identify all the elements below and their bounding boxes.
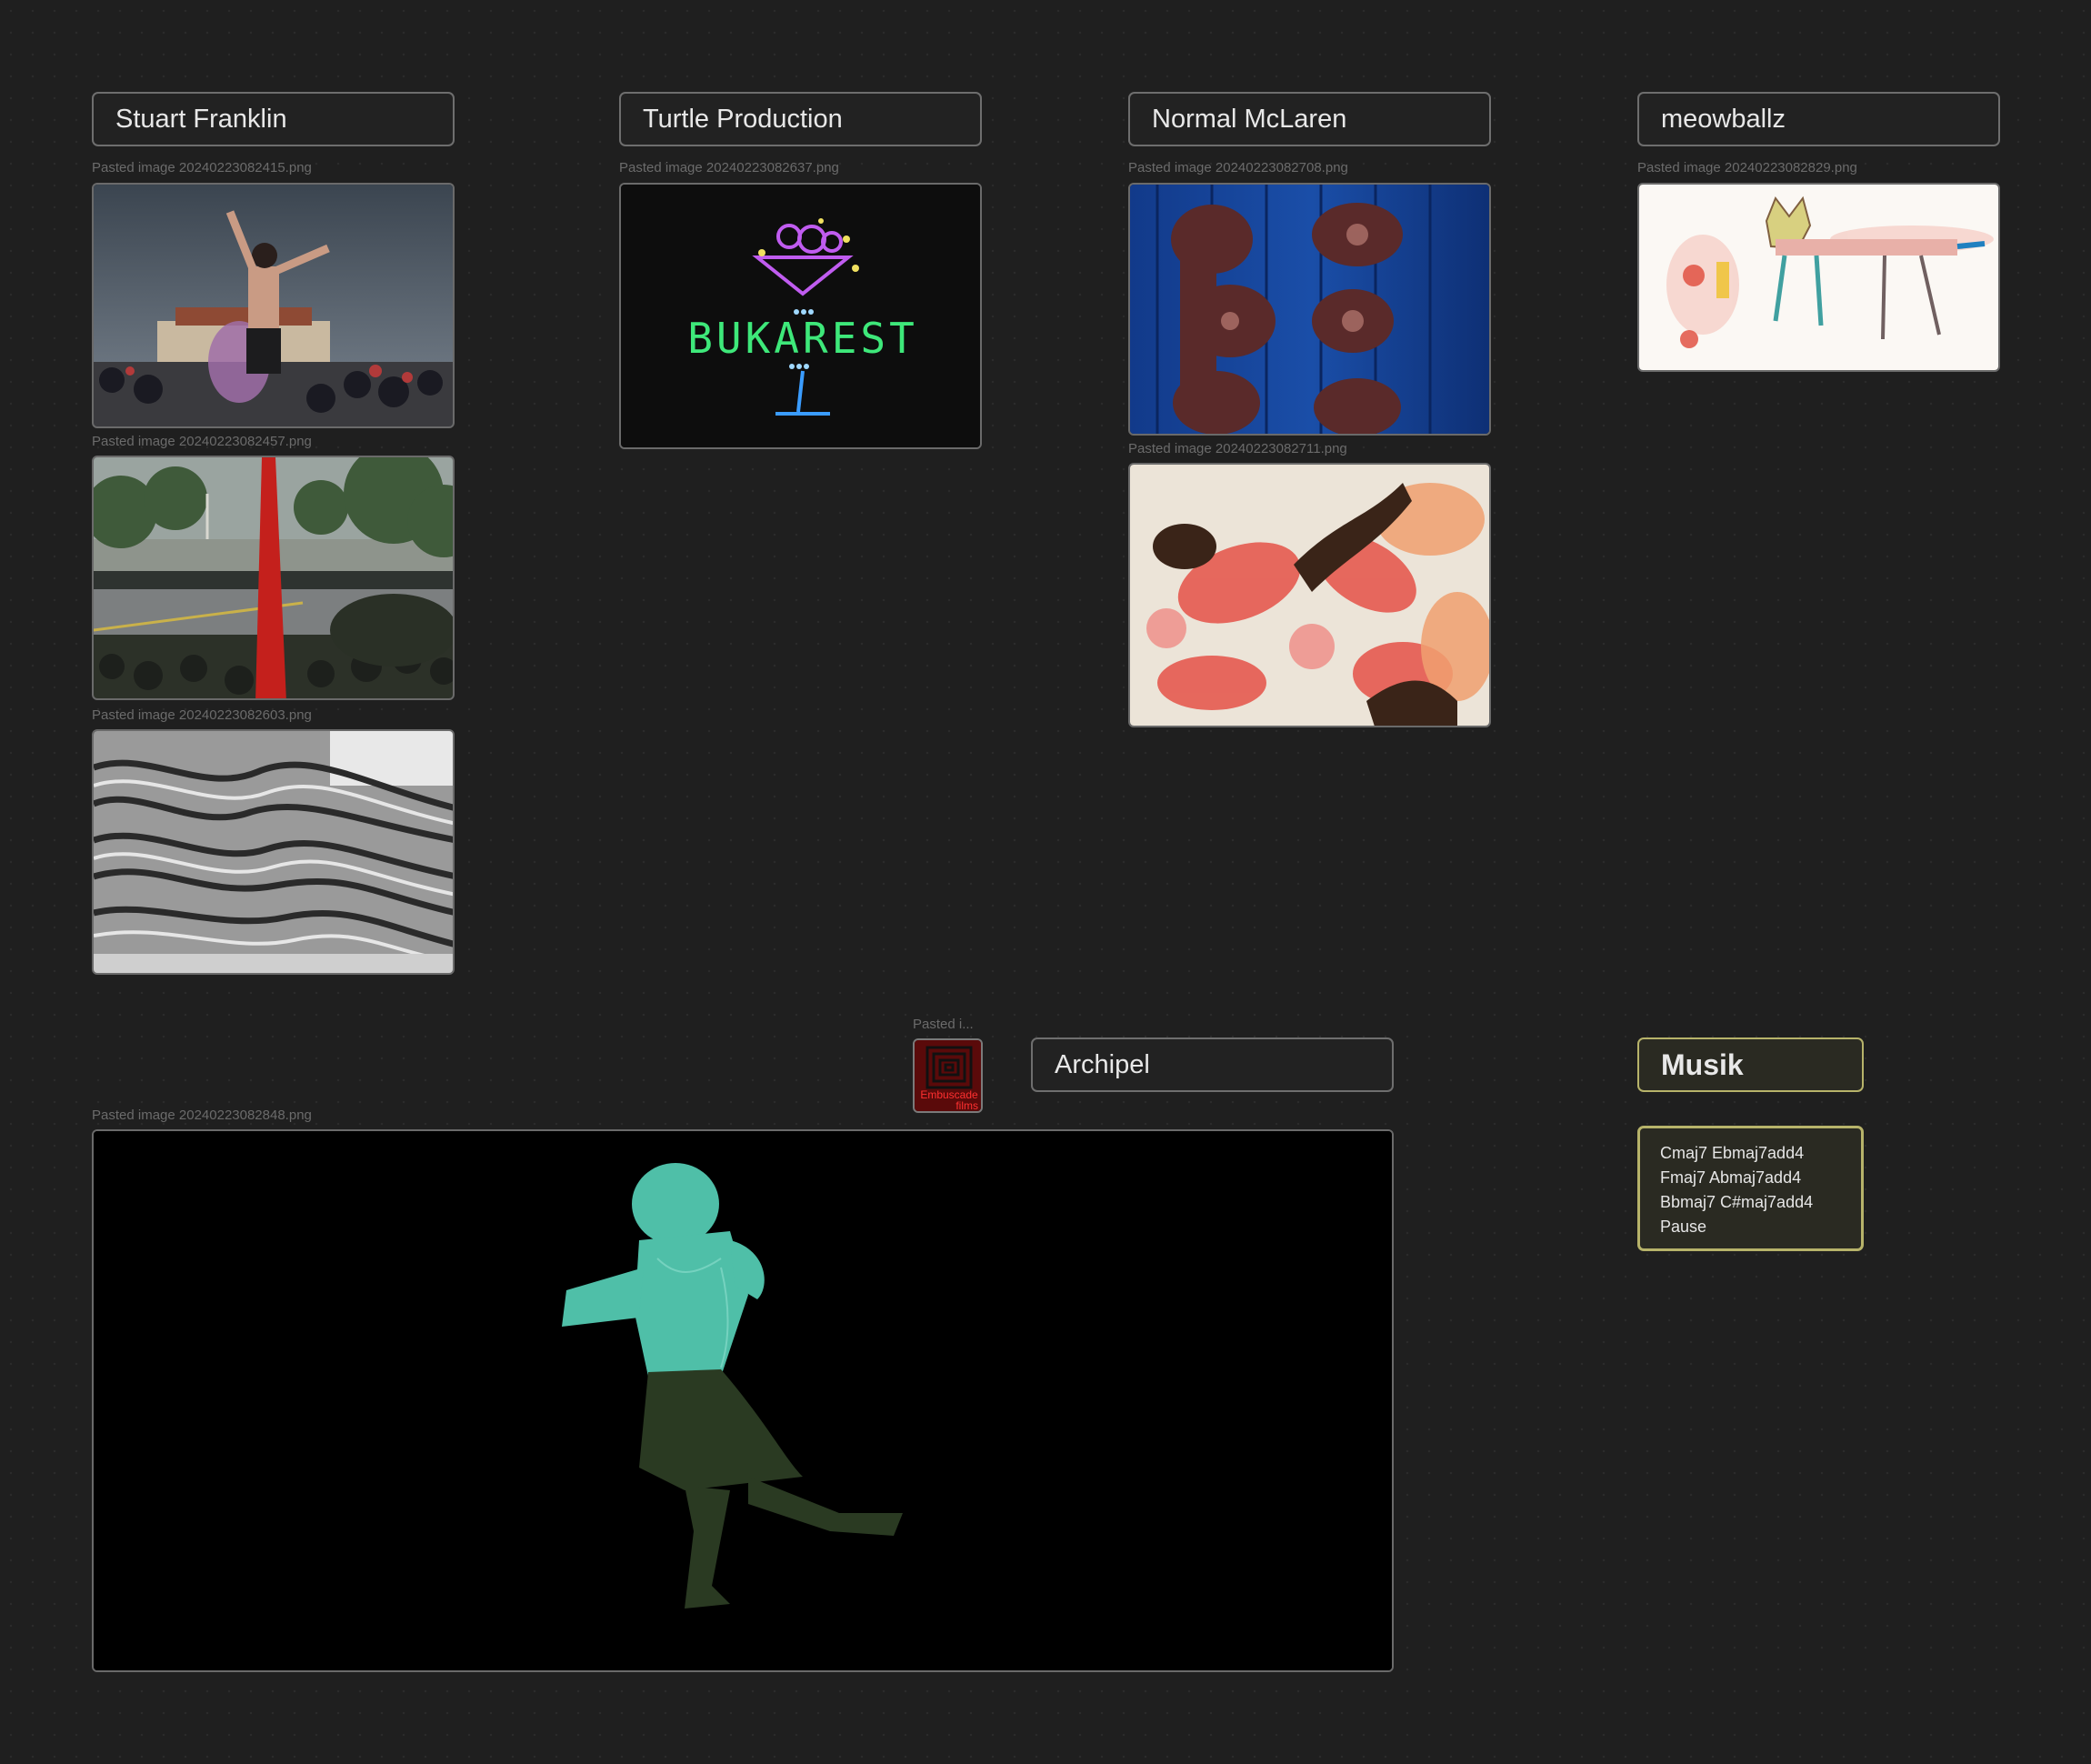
- meowballz-cat-drawing: [1639, 185, 1998, 370]
- image-card-square-crowd[interactable]: [92, 456, 455, 700]
- image-card-archipel-figure[interactable]: [92, 1129, 1394, 1672]
- musik-chord-note[interactable]: Cmaj7 Ebmaj7add4 Fmaj7 Abmaj7add4 Bbmaj7…: [1637, 1126, 1864, 1251]
- image-card-embuscade-logo[interactable]: Embuscade films: [913, 1038, 983, 1113]
- group-title-archipel[interactable]: Archipel: [1031, 1037, 1394, 1092]
- image-card-mclaren-blue[interactable]: [1128, 183, 1491, 436]
- mclaren-red-still: [1130, 465, 1489, 726]
- bukarest-neon-logo: BUKAREST: [621, 185, 980, 447]
- image-filename-label: Pasted image 20240223082637.png: [619, 160, 839, 175]
- group-title-stuart-franklin[interactable]: Stuart Franklin: [92, 92, 455, 146]
- square-crowd-photo: [94, 457, 453, 698]
- image-filename-label: Pasted i...: [913, 1017, 974, 1032]
- image-filename-label: Pasted image 20240223082848.png: [92, 1108, 312, 1123]
- image-filename-label: Pasted image 20240223082603.png: [92, 707, 312, 723]
- image-filename-label: Pasted image 20240223082457.png: [92, 434, 312, 449]
- image-filename-label: Pasted image 20240223082415.png: [92, 160, 312, 175]
- image-card-bukarest[interactable]: BUKAREST: [619, 183, 982, 449]
- group-title-text: meowballz: [1661, 104, 1786, 134]
- image-filename-label: Pasted image 20240223082711.png: [1128, 441, 1347, 456]
- group-title-normal-mclaren[interactable]: Normal McLaren: [1128, 92, 1491, 146]
- group-title-meowballz[interactable]: meowballz: [1637, 92, 2000, 146]
- image-card-meowballz-cat[interactable]: [1637, 183, 2000, 372]
- archipel-dancer-still: [94, 1131, 1392, 1670]
- group-title-text: Musik: [1661, 1047, 1744, 1081]
- mclaren-blue-still: [1130, 185, 1489, 434]
- note-line: Cmaj7 Ebmaj7add4: [1660, 1144, 1805, 1162]
- embuscade-text-line1: Embuscade: [920, 1088, 978, 1101]
- texture-photo: [94, 731, 453, 973]
- note-line: Bbmaj7 C#maj7add4: [1660, 1193, 1814, 1211]
- group-title-text: Archipel: [1055, 1049, 1150, 1079]
- embuscade-text-line2: films: [955, 1099, 978, 1112]
- image-card-mclaren-red[interactable]: [1128, 463, 1491, 727]
- bukarest-text: BUKAREST: [687, 314, 918, 363]
- image-card-protester[interactable]: [92, 183, 455, 428]
- embuscade-films-logo: Embuscade films: [915, 1040, 981, 1112]
- image-filename-label: Pasted image 20240223082708.png: [1128, 160, 1348, 175]
- group-title-turtle-production[interactable]: Turtle Production: [619, 92, 982, 146]
- note-line: Fmaj7 Abmaj7add4: [1660, 1168, 1802, 1187]
- image-filename-label: Pasted image 20240223082829.png: [1637, 160, 1857, 175]
- group-title-text: Stuart Franklin: [115, 104, 287, 134]
- group-title-text: Normal McLaren: [1152, 104, 1347, 134]
- image-card-texture[interactable]: [92, 729, 455, 975]
- protester-photo: [94, 185, 453, 426]
- note-line: Pause: [1660, 1218, 1707, 1236]
- group-title-text: Turtle Production: [643, 104, 843, 134]
- group-title-musik[interactable]: Musik: [1637, 1037, 1864, 1092]
